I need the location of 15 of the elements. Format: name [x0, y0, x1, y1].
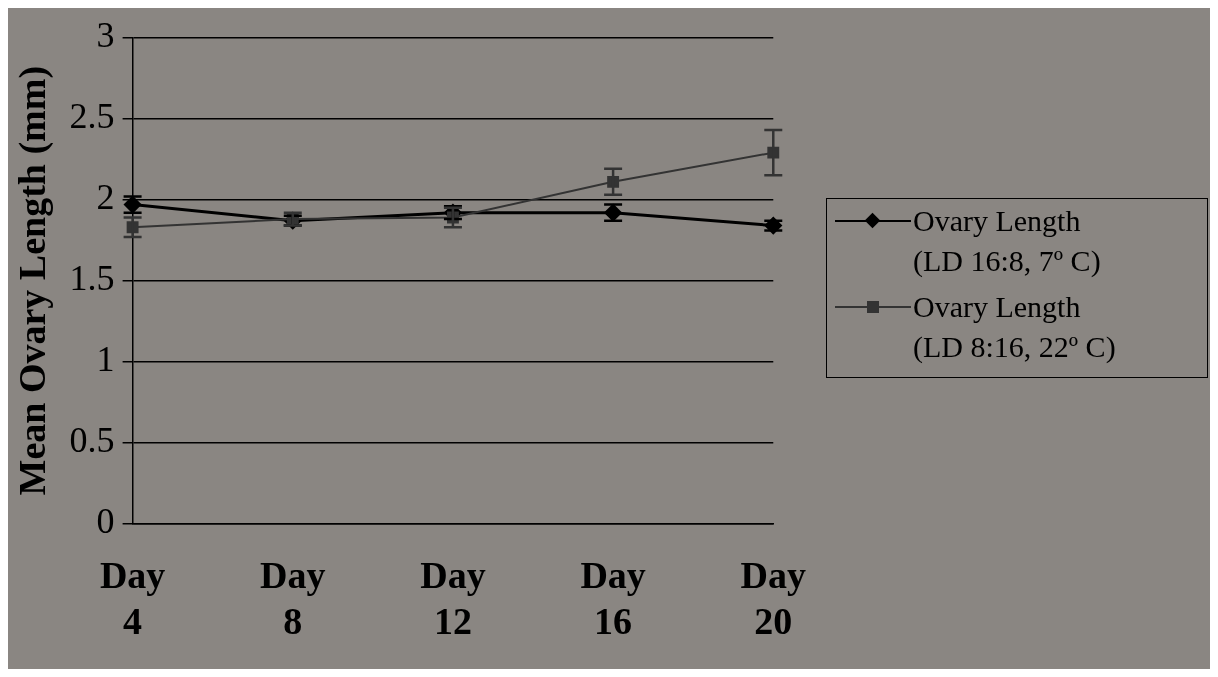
x-tick-label: Day 20 [740, 554, 807, 643]
x-tick-label: Day 12 [420, 554, 486, 643]
y-tick-label: 0.5 [69, 420, 115, 461]
legend-label: Ovary Length (LD 16:8, 7º C) [912, 203, 1102, 279]
y-tick-label: 2.5 [69, 96, 115, 137]
y-tick-label: 3 [96, 15, 115, 56]
y-tick-label: 2 [96, 177, 115, 218]
x-tick-label: Day 16 [580, 554, 646, 643]
x-tick-label: Day 8 [260, 554, 326, 643]
y-tick-label: 0 [96, 501, 115, 542]
y-axis-title: Mean Ovary Length (mm) [10, 65, 54, 496]
x-tick-label: Day 4 [99, 554, 166, 643]
y-tick-label: 1 [96, 339, 115, 380]
y-tick-label: 1.5 [69, 258, 115, 299]
legend-label: Ovary Length (LD 8:16, 22º C) [912, 289, 1117, 365]
